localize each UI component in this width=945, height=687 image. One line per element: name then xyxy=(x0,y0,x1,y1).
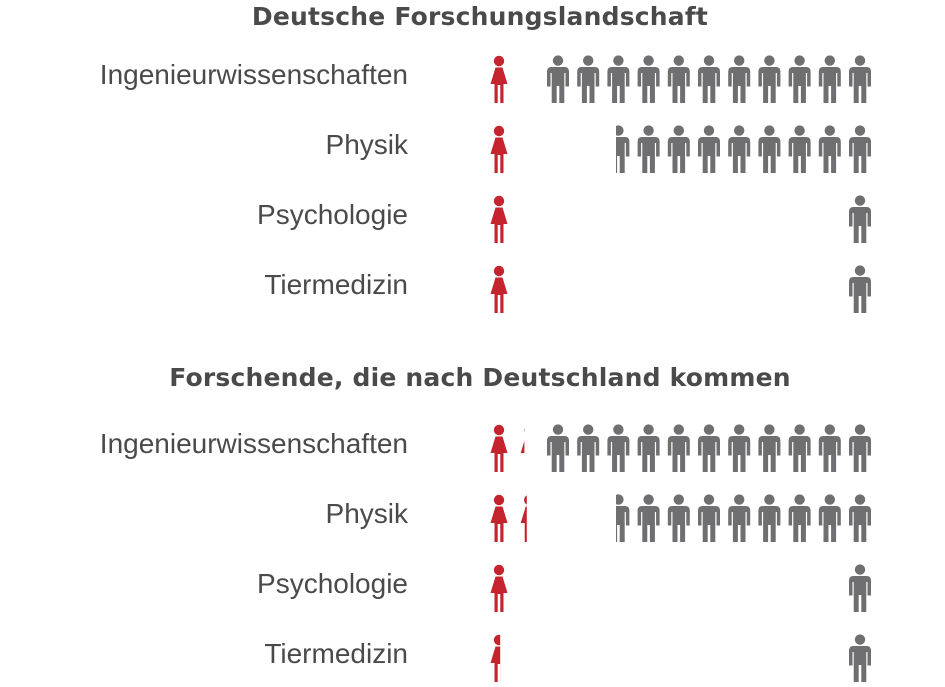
chart-1-ingenieurwissenschaften-male-icon xyxy=(607,55,630,103)
chart-2-label-ingenieurwissenschaften: Ingenieurwissenschaften xyxy=(99,428,408,459)
chart-2-physik-male-icon xyxy=(698,494,720,542)
chart-1-ingenieurwissenschaften-male-icon xyxy=(577,55,600,103)
chart-2-physik-male-icon xyxy=(788,494,811,542)
chart-2-physik-male-icon xyxy=(616,494,630,542)
chart-1-ingenieurwissenschaften-male-icon xyxy=(788,55,811,103)
chart-1-physik-male-icon xyxy=(698,125,720,173)
chart-2-psychologie-female-icon xyxy=(490,564,508,612)
chart-2-psychologie-female-icon xyxy=(521,565,538,612)
chart-2-ingenieurwissenschaften-male-icon xyxy=(667,424,690,472)
chart-2-label-physik: Physik xyxy=(325,498,408,529)
chart-1-physik-male-icon xyxy=(818,125,841,173)
chart-1-label-ingenieurwissenschaften: Ingenieurwissenschaften xyxy=(99,59,408,90)
chart-2-ingenieurwissenschaften-female-icon xyxy=(520,424,525,472)
chart-1-ingenieurwissenschaften-male-icon xyxy=(667,55,690,103)
chart-2-ingenieurwissenschaften-male-icon xyxy=(758,424,781,472)
chart-2-ingenieurwissenschaften-male-icon xyxy=(547,424,569,472)
chart-2-ingenieurwissenschaften-male-icon xyxy=(698,424,720,472)
chart-2-physik-female-icon xyxy=(490,494,508,542)
chart-1-physik-male-icon xyxy=(728,125,751,173)
chart-1-ingenieurwissenschaften-male-icon xyxy=(728,55,751,103)
chart-2-ingenieurwissenschaften-male-icon xyxy=(818,424,841,472)
chart-2-physik-male-icon xyxy=(728,494,751,542)
chart-2-label-psychologie: Psychologie xyxy=(257,568,408,599)
chart-1-physik-male-icon xyxy=(637,125,660,173)
chart-1-tiermedizin-male-icon xyxy=(849,265,871,313)
chart-2-physik-male-icon xyxy=(667,494,690,542)
chart-2-ingenieurwissenschaften-male-icon xyxy=(577,424,600,472)
chart-1-physik-male-icon xyxy=(667,125,690,173)
chart-1-physik-male-icon xyxy=(788,125,811,173)
chart-1-psychologie-female-icon xyxy=(490,195,508,243)
chart-2-physik-male-icon xyxy=(637,494,660,542)
chart-2-physik-male-icon xyxy=(758,494,781,542)
chart-1-physik-male-icon xyxy=(849,125,871,173)
chart-1-ingenieurwissenschaften-male-icon xyxy=(849,55,871,103)
chart-2-ingenieurwissenschaften-male-icon xyxy=(637,424,660,472)
chart-1-physik-female-icon xyxy=(490,125,508,173)
chart-1-physik-male-icon xyxy=(758,125,781,173)
chart-1-physik-male-icon xyxy=(616,125,630,173)
chart-1-psychologie-male-icon xyxy=(849,195,871,243)
chart-2-ingenieurwissenschaften-male-icon xyxy=(788,424,811,472)
chart-2-title: Forschende, die nach Deutschland kommen xyxy=(169,363,791,392)
chart-2-tiermedizin-male-icon xyxy=(849,634,871,682)
chart-2-tiermedizin-female-icon xyxy=(490,634,501,682)
chart-2-ingenieurwissenschaften-male-icon xyxy=(728,424,751,472)
chart-1-label-physik: Physik xyxy=(325,129,408,160)
chart-1-ingenieurwissenschaften-male-icon xyxy=(547,55,569,103)
chart-1-ingenieurwissenschaften-male-icon xyxy=(758,55,781,103)
chart-2-ingenieurwissenschaften-male-icon xyxy=(849,424,871,472)
chart-1-label-psychologie: Psychologie xyxy=(257,199,408,230)
chart-1-title: Deutsche Forschungslandschaft xyxy=(251,2,709,31)
chart-2-physik-female-icon xyxy=(520,494,527,542)
chart-1-tiermedizin-female-icon xyxy=(490,265,508,313)
chart-2-ingenieurwissenschaften-female-icon xyxy=(490,424,508,472)
chart-2-ingenieurwissenschaften-male-icon xyxy=(607,424,630,472)
chart-1-ingenieurwissenschaften-female-icon xyxy=(490,55,508,103)
chart-1-ingenieurwissenschaften-male-icon xyxy=(818,55,841,103)
chart-2-label-tiermedizin: Tiermedizin xyxy=(264,638,408,669)
chart-2-physik-male-icon xyxy=(818,494,841,542)
chart-2-physik-male-icon xyxy=(849,494,871,542)
chart-1-label-tiermedizin: Tiermedizin xyxy=(264,269,408,300)
chart-1-ingenieurwissenschaften-male-icon xyxy=(637,55,660,103)
chart-2-psychologie-male-icon xyxy=(849,564,871,612)
chart-1-ingenieurwissenschaften-male-icon xyxy=(698,55,720,103)
